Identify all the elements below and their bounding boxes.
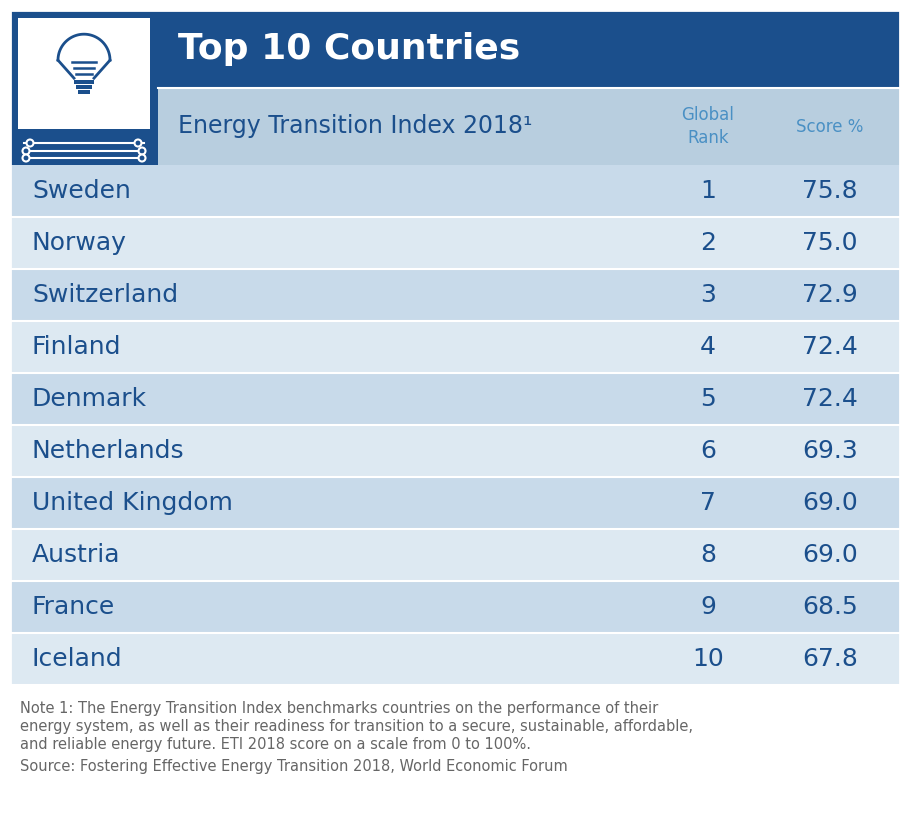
Text: Score %: Score % (796, 117, 864, 135)
Bar (10, 269, 900, 321)
Text: 69.0: 69.0 (802, 491, 858, 515)
Text: Global: Global (682, 106, 734, 124)
Text: 69.3: 69.3 (802, 439, 858, 463)
Circle shape (23, 148, 29, 154)
Text: 10: 10 (693, 647, 723, 671)
Text: Denmark: Denmark (32, 387, 147, 411)
Text: 3: 3 (700, 283, 716, 307)
Text: 72.4: 72.4 (802, 387, 858, 411)
Circle shape (26, 139, 34, 147)
Bar (10, 633, 900, 685)
Text: 2: 2 (700, 231, 716, 255)
Bar (10, 581, 900, 633)
Text: 67.8: 67.8 (802, 647, 858, 671)
Text: Netherlands: Netherlands (32, 439, 185, 463)
Bar (158, 10, 900, 88)
Bar (74, 80, 94, 84)
Circle shape (138, 148, 146, 154)
Text: 4: 4 (700, 335, 716, 359)
Text: 75.8: 75.8 (803, 179, 858, 203)
Bar (10, 425, 900, 477)
Text: 1: 1 (700, 179, 716, 203)
Text: and reliable energy future. ETI 2018 score on a scale from 0 to 100%.: and reliable energy future. ETI 2018 sco… (20, 737, 531, 752)
Text: Sweden: Sweden (32, 179, 131, 203)
Text: Rank: Rank (687, 129, 729, 147)
Text: 7: 7 (700, 491, 716, 515)
Text: 72.4: 72.4 (802, 335, 858, 359)
Bar (10, 10, 158, 165)
Circle shape (23, 154, 29, 162)
Text: Energy Transition Index 2018¹: Energy Transition Index 2018¹ (178, 115, 532, 139)
Text: Switzerland: Switzerland (32, 283, 178, 307)
Text: United Kingdom: United Kingdom (32, 491, 233, 515)
Text: 75.0: 75.0 (803, 231, 858, 255)
Bar (10, 321, 900, 373)
Bar (18, 18, 150, 129)
Text: 5: 5 (700, 387, 716, 411)
Bar (10, 217, 900, 269)
Text: Norway: Norway (32, 231, 126, 255)
Text: Finland: Finland (32, 335, 122, 359)
Bar (158, 88, 900, 165)
Text: 8: 8 (700, 543, 716, 567)
Bar (10, 477, 900, 529)
Bar (10, 165, 900, 217)
Circle shape (138, 154, 146, 162)
Bar (10, 373, 900, 425)
Bar (76, 85, 92, 89)
Text: Source: Fostering Effective Energy Transition 2018, World Economic Forum: Source: Fostering Effective Energy Trans… (20, 759, 568, 774)
Text: Austria: Austria (32, 543, 120, 567)
Text: 9: 9 (700, 595, 716, 619)
Text: Top 10 Countries: Top 10 Countries (178, 32, 521, 66)
Bar (18, 137, 150, 165)
Text: 68.5: 68.5 (802, 595, 858, 619)
Text: 69.0: 69.0 (802, 543, 858, 567)
Text: Note 1: The Energy Transition Index benchmarks countries on the performance of t: Note 1: The Energy Transition Index benc… (20, 701, 658, 716)
Text: energy system, as well as their readiness for transition to a secure, sustainabl: energy system, as well as their readines… (20, 719, 693, 734)
Bar (78, 90, 90, 94)
Circle shape (135, 139, 141, 147)
Text: 6: 6 (700, 439, 716, 463)
Text: 72.9: 72.9 (802, 283, 858, 307)
Bar (10, 529, 900, 581)
Text: France: France (32, 595, 116, 619)
Text: Iceland: Iceland (32, 647, 123, 671)
